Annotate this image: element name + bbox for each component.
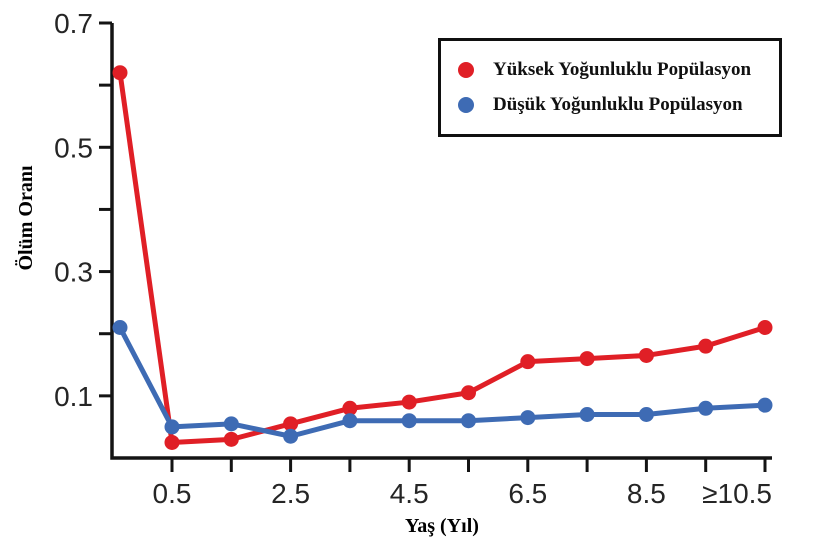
data-point xyxy=(223,431,239,447)
data-point xyxy=(342,400,358,416)
data-point xyxy=(698,400,714,416)
y-tick-label: 0.1 xyxy=(54,381,93,412)
x-tick-label: 8.5 xyxy=(627,478,666,509)
data-point xyxy=(401,394,417,410)
legend-item-high-density: Yüksek Yoğunluklu Popülasyon xyxy=(458,59,779,81)
x-tick-label: 0.5 xyxy=(153,478,192,509)
x-tick-label: 2.5 xyxy=(271,478,310,509)
x-axis-title: Yaş (Yıl) xyxy=(405,515,479,537)
legend-marker-high-density-icon xyxy=(458,62,474,78)
data-point xyxy=(164,419,180,435)
data-point xyxy=(112,320,128,335)
data-point xyxy=(461,413,476,429)
data-point xyxy=(164,434,180,450)
data-point xyxy=(757,320,773,335)
data-point xyxy=(638,347,654,363)
axis-lines xyxy=(110,23,772,460)
data-point xyxy=(283,428,299,444)
data-point xyxy=(520,410,536,426)
data-point xyxy=(223,416,239,432)
legend-item-low-density: Düşük Yoğunluklu Popülasyon xyxy=(458,94,779,116)
data-point xyxy=(579,407,595,422)
y-tick-label: 0.3 xyxy=(54,257,93,288)
data-point xyxy=(698,338,714,354)
data-point xyxy=(757,397,773,413)
legend-label-low-density: Düşük Yoğunluklu Popülasyon xyxy=(493,94,743,115)
data-point xyxy=(112,65,128,81)
x-axis-ticks: 0.5 2.5 4.5 6.5 8.5 ≥10.5 xyxy=(153,458,772,509)
data-point xyxy=(283,416,299,432)
data-point xyxy=(638,407,654,422)
series-line xyxy=(117,325,768,439)
y-axis-title: Ölüm Oranı xyxy=(14,165,37,270)
data-point xyxy=(342,413,358,429)
legend-marker-low-density-icon xyxy=(458,97,474,113)
legend: Yüksek Yoğunluklu Popülasyon Düşük Yoğun… xyxy=(438,38,782,137)
data-point xyxy=(520,354,536,370)
x-tick-label: 6.5 xyxy=(508,478,547,509)
data-series xyxy=(112,65,773,450)
y-axis-ticks: 0.1 0.3 0.5 0.7 xyxy=(54,8,112,412)
legend-label-high-density: Yüksek Yoğunluklu Popülasyon xyxy=(493,59,752,80)
data-point xyxy=(401,413,417,429)
x-tick-label: 4.5 xyxy=(390,478,429,509)
data-point xyxy=(461,385,476,401)
y-tick-label: 0.7 xyxy=(54,8,93,39)
y-tick-label: 0.5 xyxy=(54,132,93,163)
x-tick-label: ≥10.5 xyxy=(702,478,772,509)
series-line xyxy=(117,70,768,445)
data-point xyxy=(579,351,595,367)
